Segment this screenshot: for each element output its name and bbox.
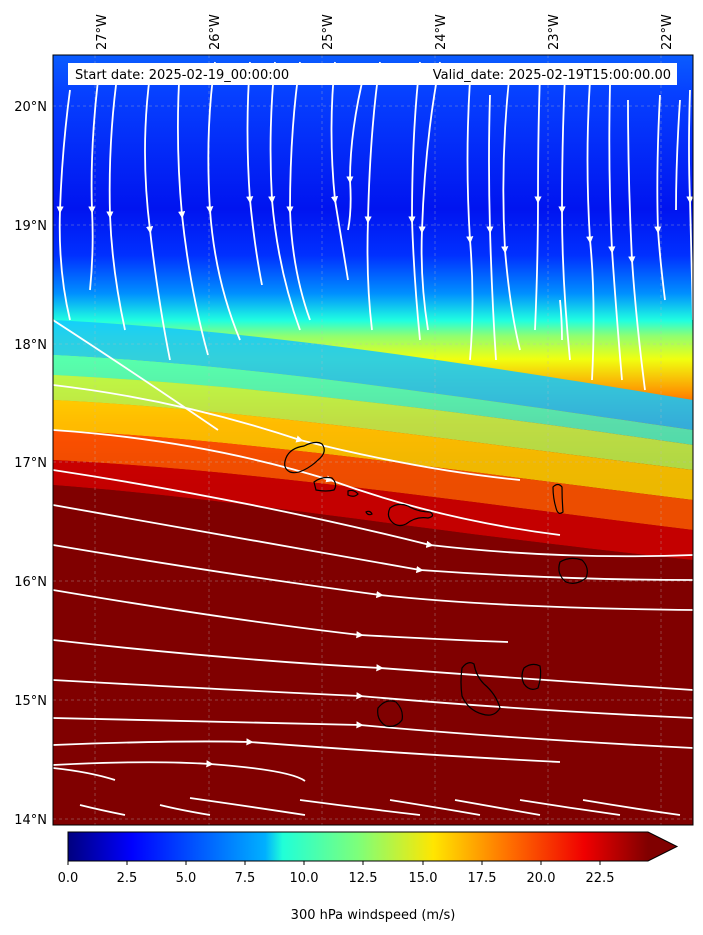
lat-tick-label: 15°N — [14, 694, 47, 709]
start-date-text: Start date: 2025-02-19_00:00:00 — [75, 68, 289, 83]
lon-tick-label: 27°W — [95, 14, 110, 50]
colorbar-tick-label: 20.0 — [527, 871, 556, 886]
map-frame — [52, 54, 694, 826]
island-brava — [365, 510, 373, 516]
colorbar-tick-label: 12.5 — [349, 871, 378, 886]
colorbar-label: 300 hPa windspeed (m/s) — [291, 908, 456, 923]
lat-tick-label: 20°N — [14, 100, 47, 115]
colorbar-tick-label: 2.5 — [117, 871, 138, 886]
colorbar-tick-label: 0.0 — [58, 871, 79, 886]
latitude-labels: 20°N 19°N 18°N 17°N 16°N 15°N 14°N — [14, 100, 47, 828]
map-panel: Start date: 2025-02-19_00:00:00 Valid_da… — [53, 55, 693, 825]
colorbar-tick-label: 5.0 — [176, 871, 197, 886]
island-santa-luzia — [347, 489, 359, 497]
lat-tick-label: 14°N — [14, 813, 47, 828]
island-sal — [552, 483, 564, 514]
lon-tick-label: 25°W — [321, 14, 336, 50]
colorbar-tick-label: 10.0 — [290, 871, 319, 886]
lon-tick-label: 22°W — [660, 14, 675, 50]
island-maio — [521, 663, 542, 690]
colorbar-tick-label: 15.0 — [409, 871, 438, 886]
lat-tick-label: 19°N — [14, 219, 47, 234]
colorbar-extend-triangle — [648, 832, 677, 861]
island-santo-antao — [284, 441, 325, 474]
colorbar: 0.0 2.5 5.0 7.5 10.0 12.5 15.0 17.5 20.0… — [58, 831, 679, 923]
colorbar-tick-label: 17.5 — [468, 871, 497, 886]
colorbar-outline — [67, 831, 679, 862]
lat-tick-label: 17°N — [14, 456, 47, 471]
lon-tick-label: 23°W — [547, 14, 562, 50]
island-boa-vista — [558, 557, 588, 584]
colorbar-gradient — [68, 832, 648, 861]
island-fogo — [377, 700, 403, 727]
colorbar-tick-label: 22.5 — [586, 871, 615, 886]
lat-tick-label: 18°N — [14, 338, 47, 353]
lon-tick-label: 26°W — [208, 14, 223, 50]
island-sao-nicolau — [387, 503, 434, 527]
island-sao-vicente — [313, 476, 337, 492]
header-box: Start date: 2025-02-19_00:00:00 Valid_da… — [68, 63, 677, 85]
streamlines — [53, 61, 693, 816]
island-santiago — [460, 662, 501, 716]
lat-tick-label: 16°N — [14, 575, 47, 590]
coastlines — [284, 441, 588, 727]
valid-date-text: Valid_date: 2025-02-19T15:00:00.00 — [433, 68, 671, 83]
colorbar-tick-label: 7.5 — [235, 871, 256, 886]
lon-tick-label: 24°W — [434, 14, 449, 50]
colorbar-ticks — [67, 861, 601, 865]
field-overlays — [53, 320, 693, 825]
longitude-labels: 27°W 26°W 25°W 24°W 23°W 22°W — [95, 14, 675, 50]
